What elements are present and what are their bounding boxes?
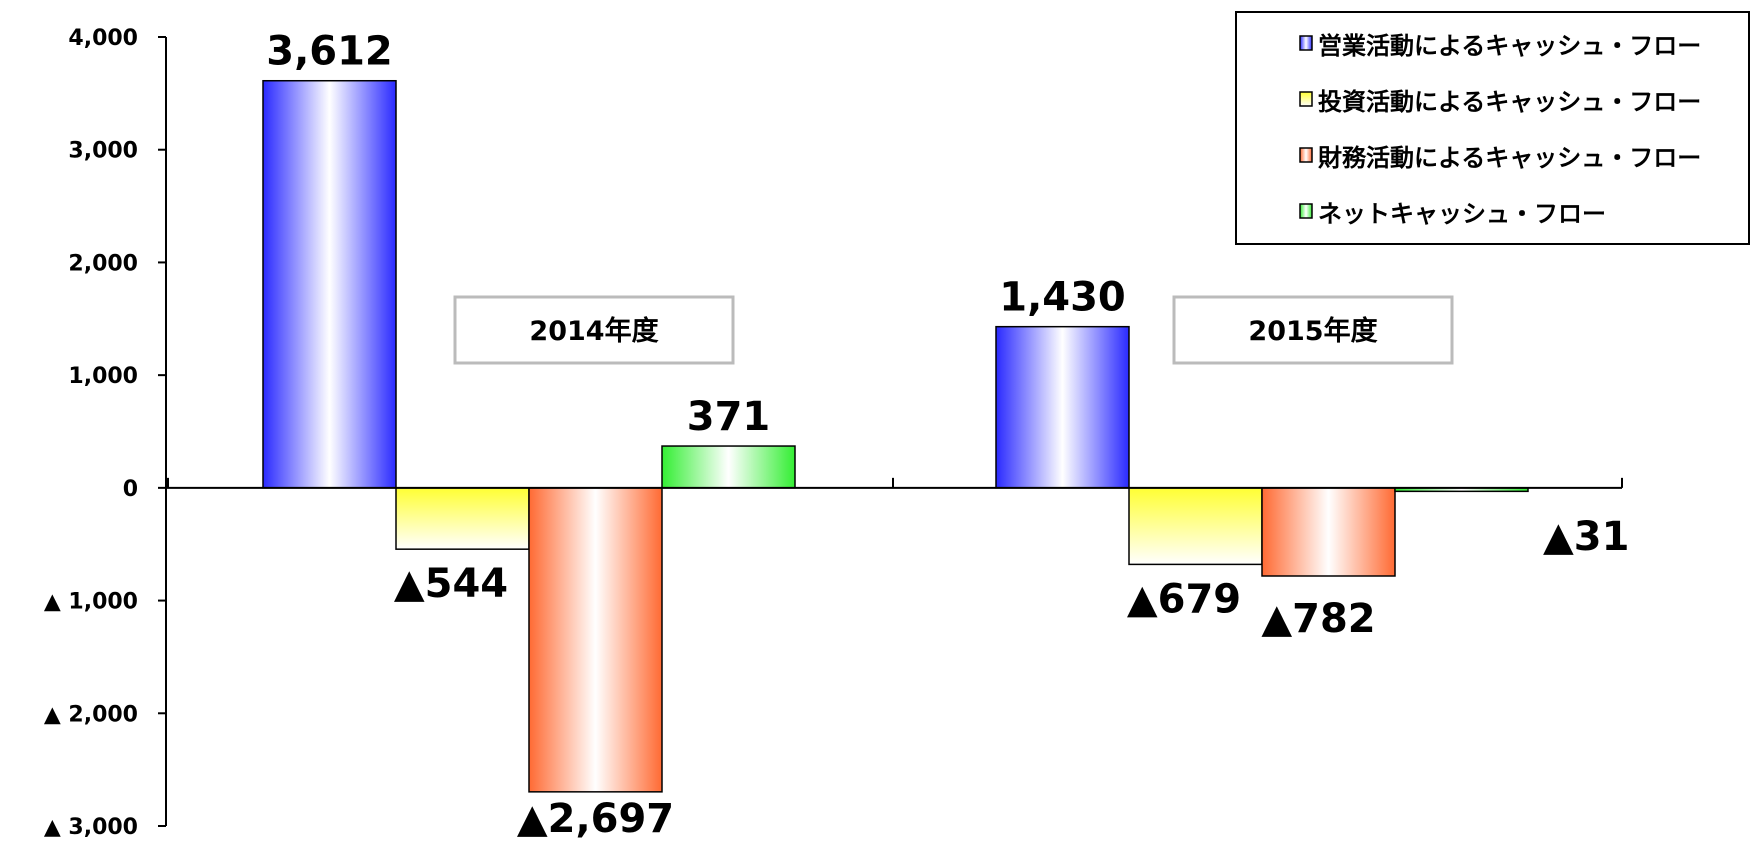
legend-swatch <box>1299 35 1313 51</box>
zero-baseline <box>166 477 1623 489</box>
data-label: ▲544 <box>394 561 508 607</box>
legend-swatch <box>1299 147 1313 163</box>
category-label: 2014年度 <box>529 315 658 347</box>
legend-entry: ネットキャッシュ・フロー <box>1318 200 1606 228</box>
category-box <box>1172 295 1454 365</box>
y-tick-label: 0 <box>123 477 138 502</box>
data-label: ▲679 <box>1127 576 1241 622</box>
bar <box>995 325 1130 489</box>
y-tick-label: 4,000 <box>68 26 138 51</box>
category-label: 2015年度 <box>1248 315 1377 347</box>
legend-entry: 財務活動によるキャッシュ・フロー <box>1318 144 1701 172</box>
y-tick-label: 1,000 <box>68 364 138 389</box>
legend-entry: 投資活動によるキャッシュ・フロー <box>1318 88 1701 116</box>
legend: 営業活動によるキャッシュ・フロー投資活動によるキャッシュ・フロー財務活動によるキ… <box>1235 11 1750 245</box>
data-label: ▲782 <box>1261 596 1375 642</box>
y-tick-label: 2,000 <box>68 251 138 276</box>
bar <box>1128 487 1263 566</box>
bar <box>1261 487 1396 577</box>
y-tick-label: ▲ 1,000 <box>44 590 138 615</box>
legend-swatch <box>1299 91 1313 107</box>
y-tick-labels: 4,000 3,000 2,000 1,000 0 ▲ 1,000 ▲ 2,000 ▲ 3,0… <box>44 26 138 840</box>
y-tick-label: 3,000 <box>68 139 138 164</box>
category-box <box>453 295 735 365</box>
data-label: ▲2,697 <box>517 796 674 841</box>
bar <box>661 445 796 489</box>
data-label: 1,430 <box>999 275 1126 321</box>
data-label: ▲31 <box>1543 514 1629 560</box>
legend-entry: 営業活動によるキャッシュ・フロー <box>1318 32 1701 60</box>
data-label: 371 <box>687 394 771 440</box>
legend-box <box>1235 11 1750 245</box>
bar <box>395 487 530 550</box>
data-labels: 3,612 ▲544 ▲2,697 371 1,430 ▲679 ▲782 ▲31 <box>266 29 1629 841</box>
legend-swatch <box>1299 203 1313 219</box>
bar <box>528 487 663 793</box>
bars <box>262 79 1529 793</box>
data-label: 3,612 <box>266 29 393 75</box>
y-tick-label: ▲ 3,000 <box>44 815 138 840</box>
category-labels: 2014年度 2015年度 <box>453 295 1454 365</box>
y-tick-label: ▲ 2,000 <box>44 702 138 727</box>
bar <box>262 79 397 489</box>
y-axis <box>158 36 167 827</box>
